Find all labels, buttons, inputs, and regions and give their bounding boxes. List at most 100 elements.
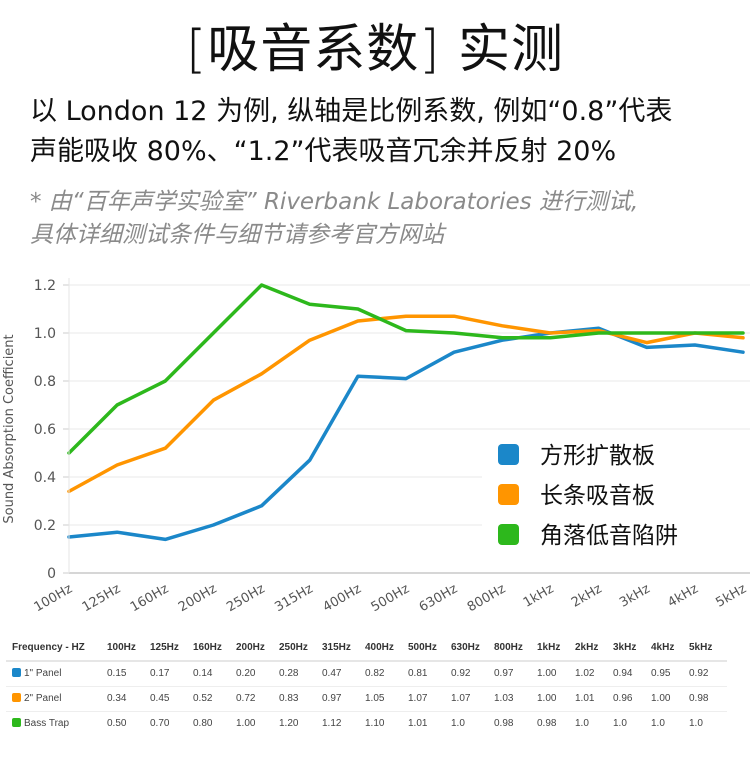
x-tick-labels: 100Hz 125Hz 160Hz 200Hz 250Hz 315Hz 400Hz 500Hz…	[32, 581, 750, 615]
x-tick-label: 3kHz	[617, 581, 653, 610]
legend-swatch	[498, 524, 519, 545]
table-cell: 1.01	[408, 718, 428, 729]
table-cell: 0.92	[689, 661, 727, 687]
row-label-text: 2" Panel	[24, 693, 62, 704]
table-cell: 0.70	[150, 718, 170, 729]
table-cell: 1.20	[279, 718, 299, 729]
table-column-header: 315Hz	[322, 636, 365, 662]
x-tick-label: 250Hz	[224, 581, 268, 615]
table-cell: 1.0	[651, 718, 665, 729]
table-column-header: 4kHz	[651, 636, 689, 662]
table-cell: 0.45	[150, 686, 193, 712]
table-column-header: 1kHz	[537, 636, 575, 662]
table-cell: 1.07	[451, 686, 494, 712]
row-label: 1" Panel	[6, 661, 107, 687]
legend-background	[482, 430, 750, 570]
table-cell: 0.52	[193, 686, 236, 712]
table-cell: 0.95	[651, 661, 689, 687]
table-cell: 0.94	[613, 661, 651, 687]
table-column-header: 160Hz	[193, 636, 236, 662]
x-tick-label: 800Hz	[465, 581, 509, 615]
x-tick-label: 1kHz	[521, 581, 557, 610]
table-cell: 1.0	[451, 718, 465, 729]
table-cell: 0.80	[193, 718, 213, 729]
table-header-label: Frequency - HZ	[6, 636, 107, 662]
x-tick-label: 5kHz	[713, 581, 749, 610]
row-color-swatch	[12, 668, 21, 677]
table-cell: 0.83	[279, 686, 322, 712]
absorption-line-chart: 0 0.2 0.4 0.6 0.8 1.0 1.2 Sound Absorption Coe…	[2, 278, 750, 615]
table-cell: 0.97	[322, 686, 365, 712]
table-cell: 0.20	[236, 661, 279, 687]
table-cell: 1.05	[365, 686, 408, 712]
table-column-header: 125Hz	[150, 636, 193, 662]
subtitle: 以 London 12 为例, 纵轴是比例系数, 例如“0.8”代表 声能吸收 …	[30, 92, 730, 172]
table-column-header: 3kHz	[613, 636, 651, 662]
table-row: 2" Panel 0.34 0.45 0.52 0.72 0.83 0.97 1.05 1.07…	[6, 686, 727, 712]
table-cell: 1.00	[236, 718, 256, 729]
table-cell: 0.15	[107, 661, 150, 687]
table-cell: 1.07	[408, 686, 451, 712]
note-line-1: * 由“百年声学实验室” Riverbank Laboratories 进行测试…	[30, 189, 639, 215]
table-cell: 1.00	[537, 661, 575, 687]
row-label-text: 1" Panel	[24, 668, 62, 679]
table-cell: 0.92	[451, 661, 494, 687]
row-color-swatch	[12, 718, 21, 727]
row-color-swatch	[12, 693, 21, 702]
table-column-header: 250Hz	[279, 636, 322, 662]
table-cell: 1.0	[613, 718, 627, 729]
table-cell: 0.34	[107, 686, 150, 712]
table-cell: 0.47	[322, 661, 365, 687]
table-header-row: Frequency - HZ 100Hz 125Hz 160Hz 200Hz 250Hz…	[6, 636, 727, 662]
y-tick-label: 0.4	[34, 470, 56, 486]
data-table: Frequency - HZ 100Hz 125Hz 160Hz 200Hz 250Hz…	[6, 636, 727, 736]
table-column-header: 200Hz	[236, 636, 279, 662]
row-label: 2" Panel	[6, 686, 107, 712]
table-column-header: 630Hz	[451, 636, 494, 662]
x-tick-label: 400Hz	[320, 581, 364, 615]
y-tick-label: 1.0	[34, 326, 56, 342]
note-line-2: 具体详细测试条件与细节请参考官方网站	[30, 222, 444, 248]
table-cell: 0.81	[408, 661, 451, 687]
series-line-3	[67, 283, 745, 455]
table-cell: 0.72	[236, 686, 279, 712]
x-tick-label: 2kHz	[569, 581, 605, 610]
x-tick-label: 500Hz	[369, 581, 413, 615]
y-tick-labels: 0 0.2 0.4 0.6 0.8 1.0 1.2	[34, 278, 56, 582]
table-cell: 0.98	[537, 718, 557, 729]
y-tick-label: 0.2	[34, 518, 56, 534]
row-label: Bass Trap	[6, 712, 107, 737]
table-cell: 1.0	[689, 718, 703, 729]
table-column-header: 800Hz	[494, 636, 537, 662]
x-tick-label: 315Hz	[272, 581, 316, 615]
table-cell: 0.97	[494, 661, 537, 687]
x-tick-label: 160Hz	[128, 581, 172, 615]
x-tick-label: 630Hz	[417, 581, 461, 615]
table-cell: 1.00	[651, 686, 689, 712]
table-column-header: 2kHz	[575, 636, 613, 662]
table-column-header: 5kHz	[689, 636, 727, 662]
legend-label: 角落低音陷阱	[540, 523, 678, 549]
y-tick-label: 0.6	[34, 422, 56, 438]
x-tick-label: 125Hz	[80, 581, 124, 615]
table-cell: 0.14	[193, 661, 236, 687]
series-line-1	[67, 326, 745, 542]
y-tick-label: 1.2	[34, 278, 56, 294]
legend-label: 方形扩散板	[540, 443, 655, 469]
table-cell: 1.01	[575, 686, 613, 712]
table-column-header: 500Hz	[408, 636, 451, 662]
table-cell: 0.28	[279, 661, 322, 687]
x-tick-label: 200Hz	[176, 581, 220, 615]
x-tick-label: 4kHz	[665, 581, 701, 610]
legend-swatch	[498, 444, 519, 465]
legend-label: 长条吸音板	[540, 483, 655, 509]
y-tick-label: 0	[47, 566, 56, 582]
table-cell: 1.02	[575, 661, 613, 687]
table-cell: 1.12	[322, 718, 342, 729]
y-axis-title: Sound Absorption Coefficient	[2, 334, 17, 523]
subtitle-line-2: 声能吸收 80%、“1.2”代表吸音冗余并反射 20%	[30, 136, 617, 167]
page-title: [吸音系数] 实测	[185, 20, 565, 80]
subtitle-line-1: 以 London 12 为例, 纵轴是比例系数, 例如“0.8”代表	[30, 96, 673, 127]
y-tick-label: 0.8	[34, 374, 56, 390]
